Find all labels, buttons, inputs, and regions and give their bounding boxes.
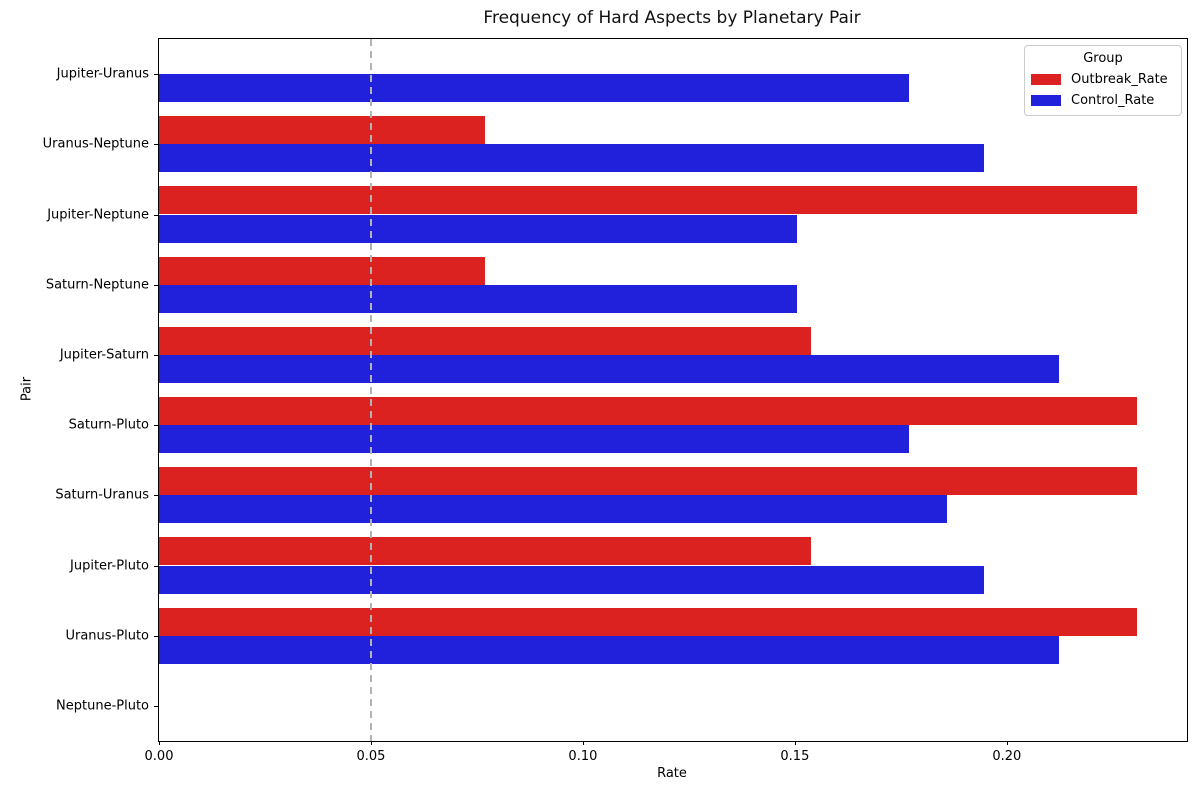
legend-entries: Outbreak_Rate Control_Rate xyxy=(1031,72,1175,108)
bar-outbreak-rate-uranus-pluto xyxy=(159,607,1138,636)
y-tick-mark xyxy=(154,144,159,146)
bar-outbreak-rate-jupiter-pluto xyxy=(159,537,811,566)
y-tick-mark xyxy=(154,565,159,567)
x-tick-label-0.20: 0.20 xyxy=(992,749,1022,764)
y-tick-label-neptune-pluto: Neptune-Pluto xyxy=(56,698,149,714)
x-tick-label-0.05: 0.05 xyxy=(356,749,386,764)
y-tick-mark xyxy=(154,354,159,356)
x-tick-mark xyxy=(582,741,584,745)
y-axis-label: Pair xyxy=(19,376,35,402)
y-tick-label-saturn-uranus: Saturn-Uranus xyxy=(55,487,149,503)
x-tick-mark xyxy=(370,741,372,745)
bar-control-rate-jupiter-pluto xyxy=(159,565,985,594)
x-tick-mark xyxy=(794,741,796,745)
bar-control-rate-saturn-neptune xyxy=(159,284,797,313)
bar-control-rate-saturn-pluto xyxy=(159,425,910,454)
y-tick-mark xyxy=(154,635,159,637)
y-tick-label-jupiter-pluto: Jupiter-Pluto xyxy=(70,558,149,573)
bar-outbreak-rate-saturn-pluto xyxy=(159,397,1138,426)
y-tick-label-jupiter-uranus: Jupiter-Uranus xyxy=(56,66,149,82)
chart-title: Frequency of Hard Aspects by Planetary P… xyxy=(483,8,861,28)
bar-control-rate-jupiter-saturn xyxy=(159,354,1060,383)
legend-swatch-icon xyxy=(1031,95,1061,106)
x-tick-label-0.00: 0.00 xyxy=(144,749,174,764)
x-tick-mark xyxy=(159,741,160,745)
reference-line xyxy=(369,39,372,741)
bar-control-rate-jupiter-uranus xyxy=(159,74,910,103)
legend-label: Control_Rate xyxy=(1071,93,1155,108)
x-tick-mark xyxy=(1006,741,1008,745)
legend-entry-outbreak-rate: Outbreak_Rate xyxy=(1031,72,1175,87)
bar-outbreak-rate-saturn-uranus xyxy=(159,467,1138,496)
y-tick-label-saturn-neptune: Saturn-Neptune xyxy=(45,277,149,293)
plot-area: Jupiter-Uranus Uranus-Neptune Jupiter-Nept… xyxy=(43,38,1188,764)
y-tick-mark xyxy=(154,705,159,707)
bar-control-rate-saturn-uranus xyxy=(159,495,947,524)
y-tick-label-jupiter-neptune: Jupiter-Neptune xyxy=(47,207,149,222)
y-tick-mark xyxy=(154,425,159,427)
legend: Group Outbreak_Rate Control_Rate xyxy=(1024,45,1182,116)
bar-control-rate-jupiter-neptune xyxy=(159,214,797,243)
y-tick-label-uranus-pluto: Uranus-Pluto xyxy=(65,628,149,644)
legend-label: Outbreak_Rate xyxy=(1071,72,1168,87)
x-axis-label: Rate xyxy=(657,766,687,781)
bar-control-rate-uranus-pluto xyxy=(159,635,1060,664)
y-tick-mark xyxy=(154,495,159,497)
y-tick-mark xyxy=(154,74,159,76)
bar-outbreak-rate-jupiter-saturn xyxy=(159,326,811,355)
y-tick-label-saturn-pluto: Saturn-Pluto xyxy=(68,417,149,433)
y-tick-label-uranus-neptune: Uranus-Neptune xyxy=(42,136,149,152)
y-tick-mark xyxy=(154,214,159,216)
bar-control-rate-uranus-neptune xyxy=(159,144,985,173)
bar-outbreak-rate-saturn-neptune xyxy=(159,256,485,285)
x-tick-label-0.10: 0.10 xyxy=(568,749,598,764)
bar-outbreak-rate-uranus-neptune xyxy=(159,116,485,145)
legend-title: Group xyxy=(1083,51,1123,66)
legend-swatch-icon xyxy=(1031,74,1061,85)
bar-outbreak-rate-jupiter-neptune xyxy=(159,186,1138,215)
legend-entry-control-rate: Control_Rate xyxy=(1031,93,1175,108)
y-tick-label-jupiter-saturn: Jupiter-Saturn xyxy=(59,347,149,363)
x-tick-label-0.15: 0.15 xyxy=(780,749,810,764)
y-tick-mark xyxy=(154,284,159,286)
